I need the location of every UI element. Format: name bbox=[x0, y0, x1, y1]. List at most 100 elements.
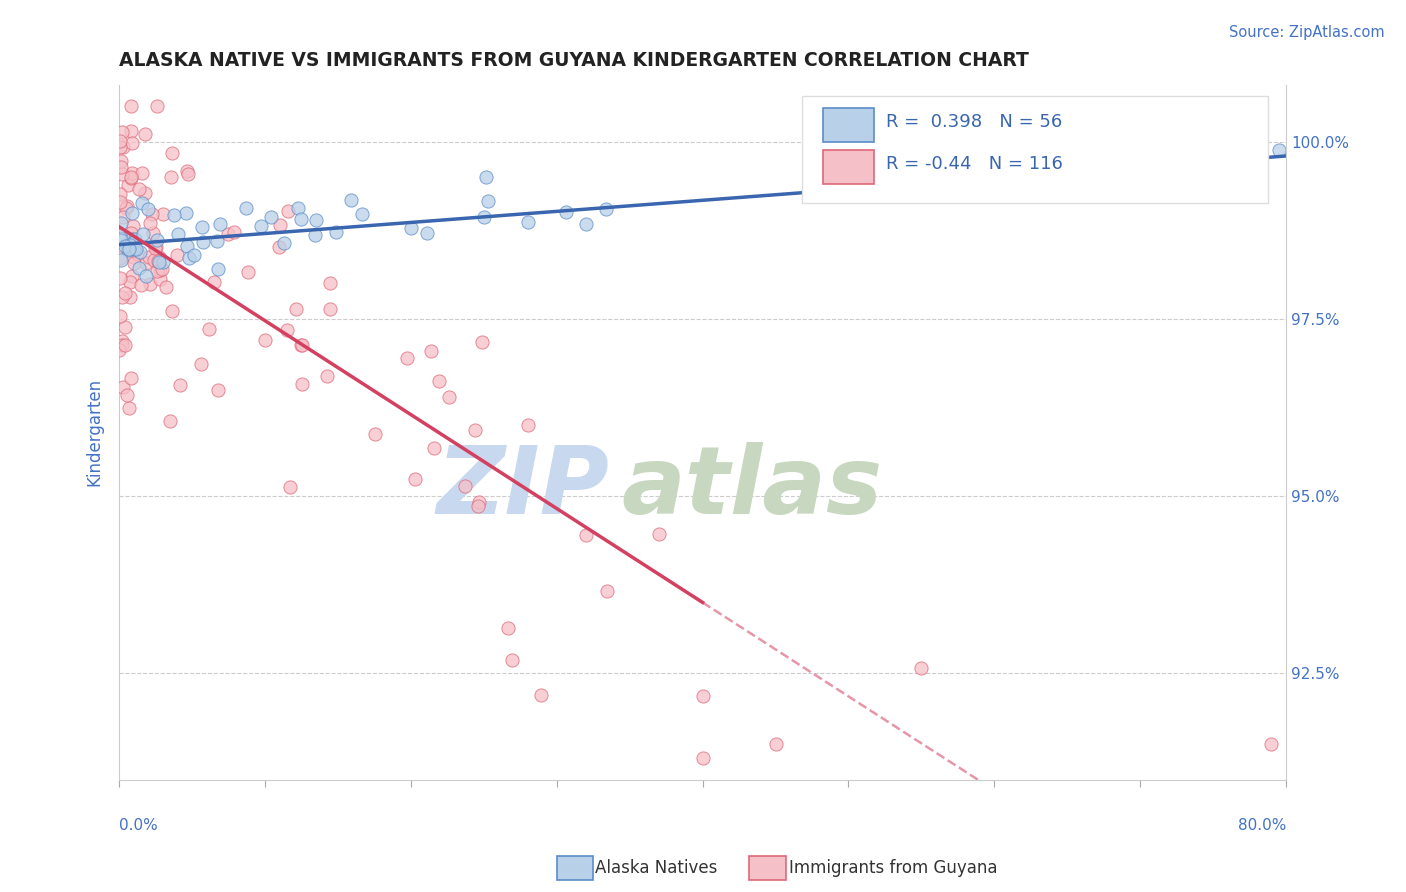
Point bbox=[350, 207, 373, 221]
Point bbox=[149, 272, 172, 286]
Point bbox=[148, 250, 170, 264]
Point bbox=[146, 253, 169, 268]
Point bbox=[191, 219, 214, 234]
Point bbox=[146, 233, 169, 247]
Point bbox=[118, 290, 141, 304]
Point bbox=[467, 500, 489, 514]
Point bbox=[399, 221, 422, 235]
Point bbox=[224, 225, 246, 239]
Point bbox=[128, 182, 150, 196]
Text: ALASKA NATIVE VS IMMIGRANTS FROM GUYANA KINDERGARTEN CORRELATION CHART: ALASKA NATIVE VS IMMIGRANTS FROM GUYANA … bbox=[120, 51, 1029, 70]
Point bbox=[111, 125, 134, 139]
Point bbox=[516, 215, 538, 229]
Point bbox=[120, 99, 142, 113]
Point bbox=[135, 269, 157, 284]
Point bbox=[146, 264, 169, 278]
Point bbox=[183, 248, 205, 262]
Point bbox=[114, 320, 136, 334]
Point bbox=[169, 378, 191, 392]
Text: 80.0%: 80.0% bbox=[1237, 818, 1286, 833]
Point bbox=[114, 201, 136, 215]
Point bbox=[110, 216, 132, 230]
Point bbox=[115, 239, 138, 253]
Point bbox=[117, 244, 139, 258]
Point bbox=[217, 227, 239, 241]
Point bbox=[176, 239, 198, 253]
Point bbox=[117, 387, 139, 401]
Point bbox=[269, 218, 291, 232]
Point bbox=[110, 233, 132, 247]
Point bbox=[124, 232, 146, 246]
Text: Alaska Natives: Alaska Natives bbox=[595, 859, 717, 877]
Point bbox=[530, 688, 553, 702]
Point bbox=[128, 261, 150, 276]
Point bbox=[471, 334, 494, 349]
Point bbox=[291, 338, 314, 352]
Point bbox=[191, 235, 214, 249]
Point bbox=[427, 374, 450, 388]
Point bbox=[111, 338, 134, 352]
Point bbox=[267, 240, 290, 254]
Point bbox=[202, 275, 225, 289]
Point bbox=[114, 337, 136, 351]
Point bbox=[125, 242, 148, 256]
Point bbox=[273, 235, 295, 250]
Point bbox=[162, 145, 184, 160]
Point bbox=[305, 213, 328, 227]
Point bbox=[277, 204, 299, 219]
Point bbox=[108, 343, 131, 357]
Point bbox=[143, 241, 166, 255]
Point bbox=[249, 219, 271, 234]
Point bbox=[291, 377, 314, 392]
Point bbox=[108, 134, 131, 148]
Point bbox=[108, 187, 131, 202]
Point bbox=[1260, 737, 1282, 751]
Point bbox=[120, 169, 142, 184]
Point bbox=[129, 278, 152, 293]
Point bbox=[207, 261, 229, 276]
FancyBboxPatch shape bbox=[801, 95, 1268, 203]
Point bbox=[121, 232, 143, 246]
Point bbox=[111, 140, 134, 154]
Point bbox=[177, 167, 200, 181]
Point bbox=[159, 414, 181, 428]
FancyBboxPatch shape bbox=[823, 108, 875, 142]
Point bbox=[115, 199, 138, 213]
Point bbox=[575, 218, 598, 232]
Point bbox=[423, 442, 446, 456]
Point bbox=[114, 286, 136, 301]
Point bbox=[111, 167, 134, 181]
Point bbox=[114, 239, 136, 253]
Point bbox=[110, 309, 132, 323]
Point bbox=[468, 495, 491, 509]
Point bbox=[575, 528, 598, 542]
Point bbox=[464, 423, 486, 437]
Point bbox=[121, 206, 143, 220]
Point bbox=[110, 194, 132, 209]
Point bbox=[304, 227, 326, 242]
Point bbox=[120, 123, 142, 137]
Point bbox=[120, 226, 142, 240]
Point bbox=[439, 390, 461, 404]
Point bbox=[117, 178, 139, 192]
Point bbox=[122, 256, 145, 270]
Text: ZIP: ZIP bbox=[436, 442, 609, 534]
Point bbox=[475, 169, 498, 184]
Point bbox=[132, 227, 155, 241]
Point bbox=[290, 338, 312, 352]
Point bbox=[139, 216, 162, 230]
Text: R =  0.398   N = 56: R = 0.398 N = 56 bbox=[886, 113, 1062, 131]
Text: atlas: atlas bbox=[621, 442, 882, 534]
Point bbox=[765, 737, 787, 751]
Point bbox=[142, 253, 165, 268]
Point bbox=[1267, 143, 1289, 157]
Point bbox=[118, 242, 141, 256]
Point bbox=[139, 277, 162, 292]
Point bbox=[198, 322, 221, 336]
Point bbox=[205, 234, 228, 248]
Point bbox=[287, 201, 309, 215]
Point bbox=[135, 256, 157, 270]
Point bbox=[122, 235, 145, 249]
Point bbox=[148, 255, 170, 269]
Point bbox=[319, 302, 342, 317]
